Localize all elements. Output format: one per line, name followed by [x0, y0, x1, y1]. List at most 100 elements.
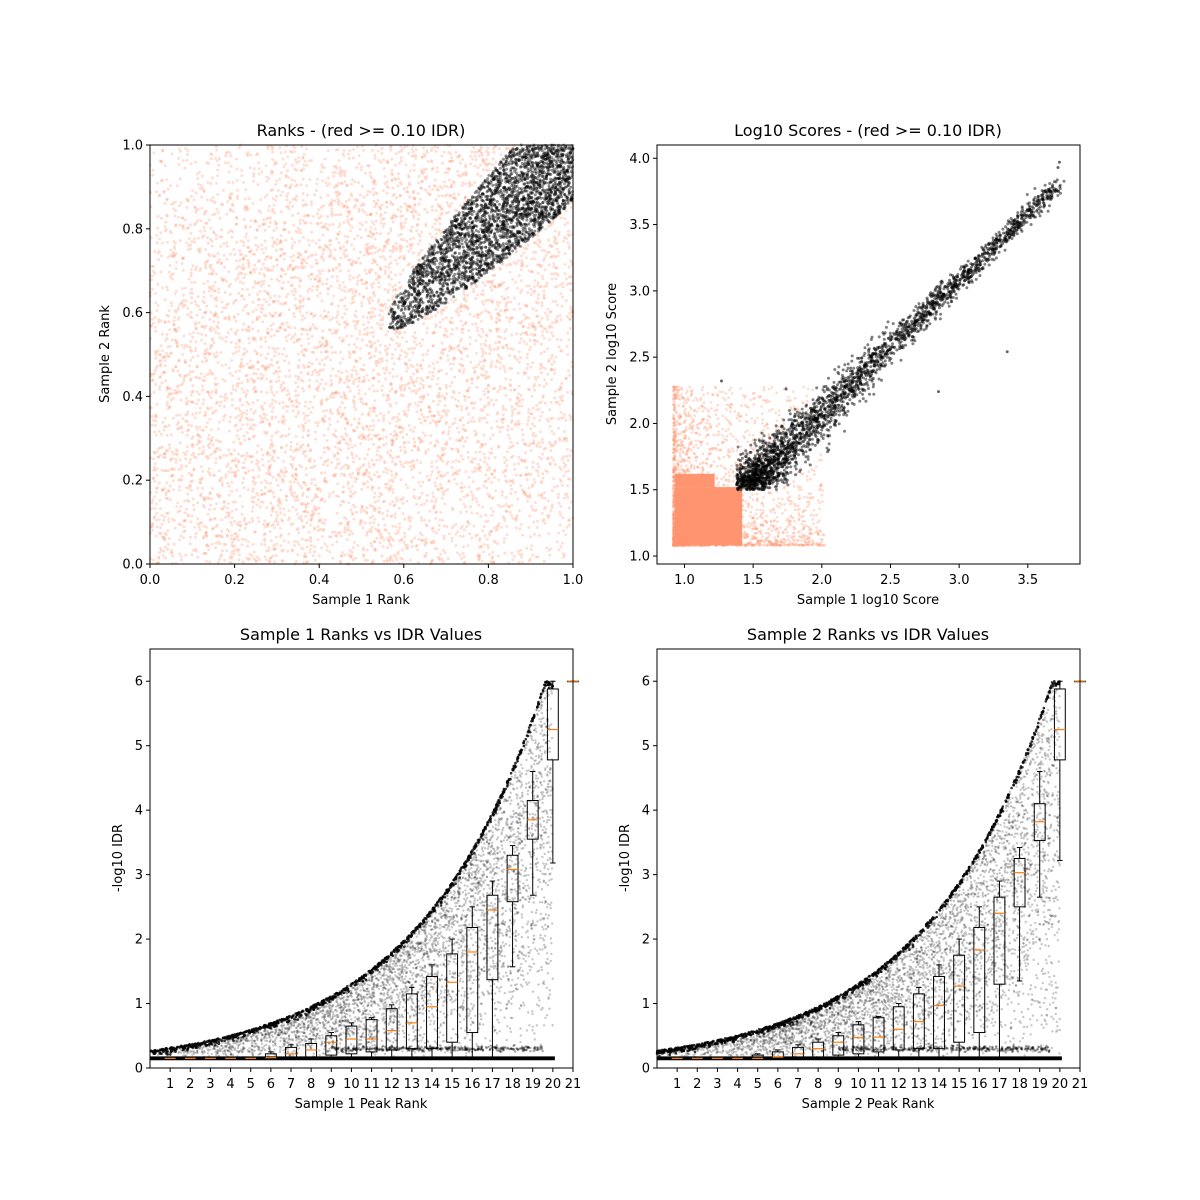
rank-point-red: [213, 507, 216, 511]
rank-point-red: [291, 259, 295, 263]
rank-point-red: [281, 322, 285, 326]
rank-point-red: [190, 316, 194, 320]
rank-point-red: [480, 319, 484, 323]
rank-point-red: [354, 327, 358, 331]
rank-point-red: [150, 423, 154, 427]
rank-point-red: [261, 463, 265, 467]
rank-point-red: [180, 478, 184, 482]
rank-point-red: [309, 540, 313, 543]
rank-point-red: [214, 450, 218, 453]
rank-point-red: [237, 291, 241, 295]
rank-point-red: [519, 458, 523, 462]
rank-point-red: [266, 489, 270, 493]
rank-point-red: [385, 471, 389, 475]
rank-point-red: [153, 506, 157, 510]
rank-point-red: [323, 479, 327, 483]
rank-point-red: [229, 164, 233, 168]
rank-point-red: [421, 338, 425, 342]
rank-point-red: [365, 506, 369, 510]
rank-point-red: [385, 399, 389, 402]
rank-point-red: [471, 470, 475, 474]
rank-point-red: [241, 505, 244, 509]
rank-point-red: [476, 293, 480, 297]
rank-point-red: [224, 515, 228, 519]
rank-point-red: [565, 436, 568, 440]
rank-point-red: [483, 404, 487, 408]
rank-point-red: [382, 222, 386, 226]
rank-point-red: [450, 316, 454, 320]
rank-point-red: [543, 496, 547, 500]
rank-point-red: [201, 445, 205, 449]
rank-point-red: [436, 487, 440, 491]
rank-point-red: [423, 518, 426, 522]
rank-point-red: [475, 385, 479, 389]
rank-point-red: [305, 545, 309, 549]
rank-point-red: [302, 411, 306, 415]
rank-point-red: [484, 157, 488, 161]
rank-point-red: [270, 328, 274, 332]
rank-point-red: [171, 416, 175, 420]
rank-point-red: [430, 205, 434, 209]
rank-point-red: [304, 454, 308, 458]
rank-point-red: [391, 367, 395, 371]
rank-point-red: [316, 420, 320, 424]
rank-point-red: [159, 254, 163, 258]
rank-point-red: [214, 461, 218, 465]
rank-point-red: [291, 458, 295, 462]
rank-point-red: [391, 480, 395, 484]
rank-point-red: [338, 174, 342, 178]
rank-point-red: [443, 442, 447, 446]
rank-point-red: [389, 227, 393, 231]
rank-point-red: [473, 369, 477, 373]
rank-point-red: [567, 469, 570, 473]
rank-point-red: [504, 408, 508, 412]
rank-point-red: [555, 271, 559, 275]
rank-point-red: [305, 328, 309, 332]
rank-point-red: [328, 318, 332, 322]
rank-point-red: [230, 523, 234, 527]
rank-point-red: [532, 385, 536, 388]
rank-point-red: [210, 497, 214, 501]
rank-point-red: [332, 455, 336, 459]
rank-point-red: [304, 555, 307, 559]
rank-point-red: [237, 548, 241, 552]
rank-point-red: [161, 554, 165, 558]
rank-point-red: [227, 513, 231, 517]
rank-point-red: [379, 532, 383, 536]
rank-point-red: [332, 174, 336, 178]
rank-point-red: [485, 486, 489, 490]
rank-point-red: [251, 252, 255, 256]
rank-point-red: [262, 279, 266, 283]
rank-point-red: [407, 181, 411, 185]
rank-point-red: [538, 533, 541, 537]
rank-point-red: [252, 482, 256, 486]
rank-point-red: [419, 382, 422, 385]
rank-point-red: [547, 440, 551, 444]
rank-point-red: [242, 461, 246, 465]
rank-point-red: [187, 372, 191, 376]
rank-point-red: [514, 526, 518, 530]
rank-point-red: [550, 353, 554, 357]
rank-point-red: [195, 427, 199, 431]
rank-point-red: [264, 300, 268, 304]
rank-point-red: [339, 395, 343, 399]
rank-point-red: [433, 481, 437, 485]
rank-point-red: [535, 525, 539, 529]
rank-point-red: [163, 536, 167, 539]
rank-point-red: [343, 326, 347, 329]
rank-point-red: [395, 416, 399, 419]
rank-point-red: [177, 384, 181, 388]
rank-point-red: [518, 400, 522, 404]
rank-point-red: [226, 200, 230, 204]
rank-point-red: [541, 440, 545, 444]
rank-point-red: [338, 166, 342, 170]
rank-point-red: [569, 259, 573, 263]
rank-point-red: [298, 279, 302, 283]
rank-point-red: [527, 408, 531, 411]
rank-point-red: [178, 303, 182, 306]
rank-point-red: [336, 457, 340, 461]
rank-point-red: [494, 528, 498, 532]
rank-point-red: [526, 362, 530, 366]
rank-point-red: [449, 346, 453, 350]
rank-point-red: [411, 150, 415, 153]
